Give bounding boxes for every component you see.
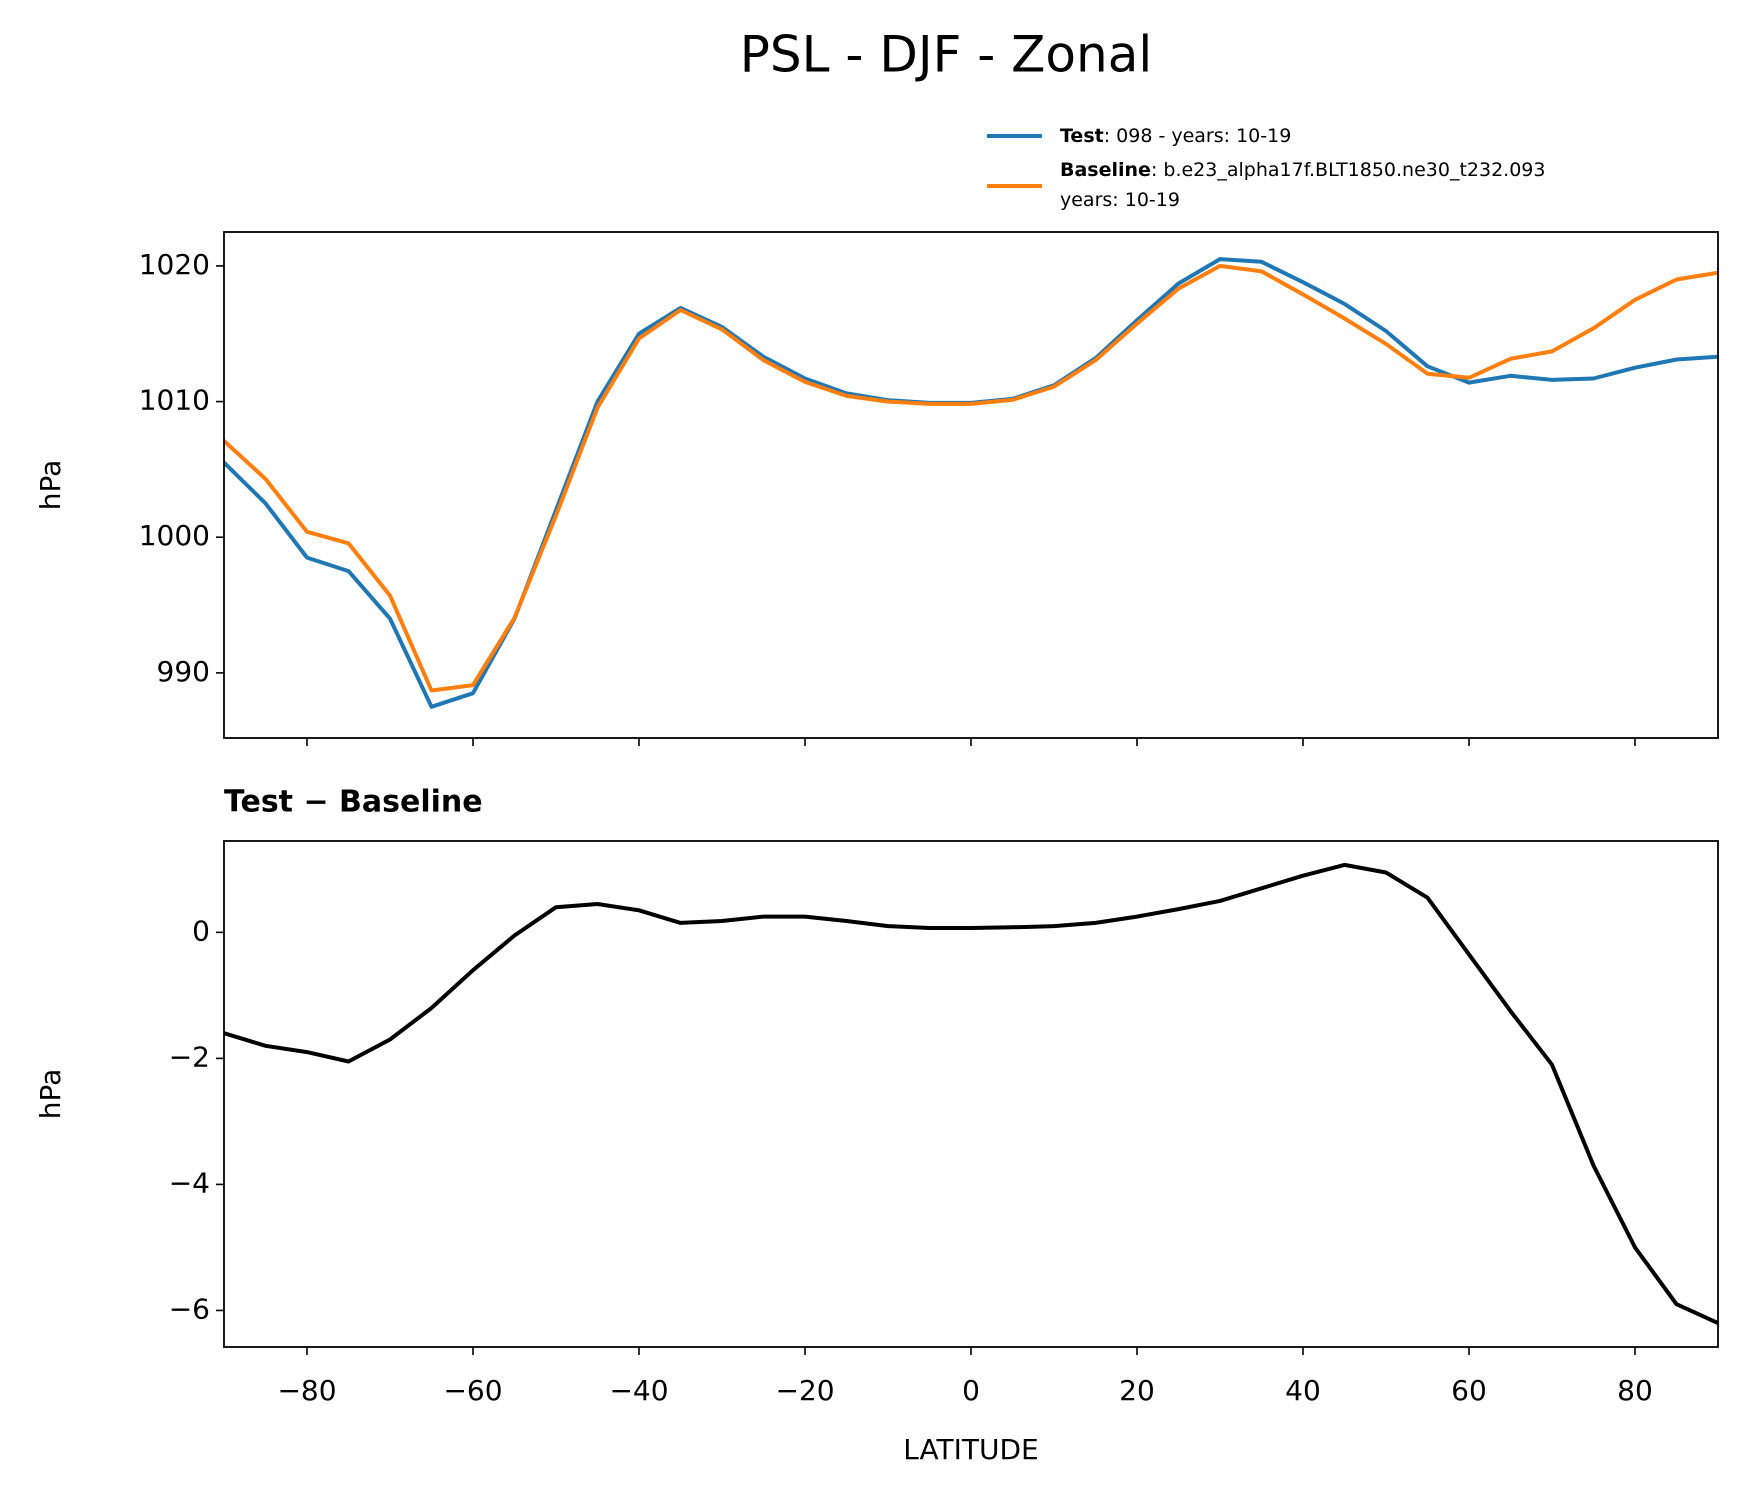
legend-text: Baseline: b.e23_alpha17f.BLT1850.ne30_t2… xyxy=(1060,159,1545,181)
y-tick-label: 1000 xyxy=(139,519,210,552)
x-tick-label: −80 xyxy=(277,1374,336,1407)
y-axis-label: hPa xyxy=(34,460,67,511)
x-tick-label: 80 xyxy=(1617,1374,1653,1407)
series-line xyxy=(224,263,1718,693)
legend-text: years: 10-19 xyxy=(1060,189,1180,211)
subplot-title: Test − Baseline xyxy=(224,785,483,820)
difference-line xyxy=(224,862,1718,1325)
legend-detail: years: 10-19 xyxy=(1060,189,1180,211)
figure-title: PSL - DJF - Zonal xyxy=(740,26,1152,84)
legend-detail: : 098 - years: 10-19 xyxy=(1104,125,1292,147)
x-tick-label: −20 xyxy=(775,1374,834,1407)
y-tick-label: 0 xyxy=(192,914,210,947)
axes-frame xyxy=(223,231,1719,739)
x-tick-label: 20 xyxy=(1119,1374,1155,1407)
x-tick-label: 60 xyxy=(1451,1374,1487,1407)
series-line xyxy=(224,257,1718,709)
legend-name: Baseline xyxy=(1060,159,1151,181)
legend-text: Test: 098 - years: 10-19 xyxy=(1060,125,1291,147)
x-tick-label: 40 xyxy=(1285,1374,1321,1407)
legend-detail: : b.e23_alpha17f.BLT1850.ne30_t232.093 xyxy=(1151,159,1546,181)
y-axis-label: hPa xyxy=(34,1069,67,1120)
x-axis-label: LATITUDE xyxy=(903,1433,1038,1466)
legend-name: Test xyxy=(1060,125,1104,147)
y-tick-label: 1010 xyxy=(139,384,210,417)
x-tick-label: −60 xyxy=(443,1374,502,1407)
axes-frame xyxy=(223,840,1719,1348)
x-tick-label: 0 xyxy=(962,1374,980,1407)
y-tick-label: −4 xyxy=(169,1166,210,1199)
x-tick-label: −40 xyxy=(609,1374,668,1407)
y-tick-label: 990 xyxy=(157,655,210,688)
y-tick-label: 1020 xyxy=(139,248,210,281)
y-tick-label: −2 xyxy=(169,1040,210,1073)
y-tick-label: −6 xyxy=(169,1292,210,1325)
